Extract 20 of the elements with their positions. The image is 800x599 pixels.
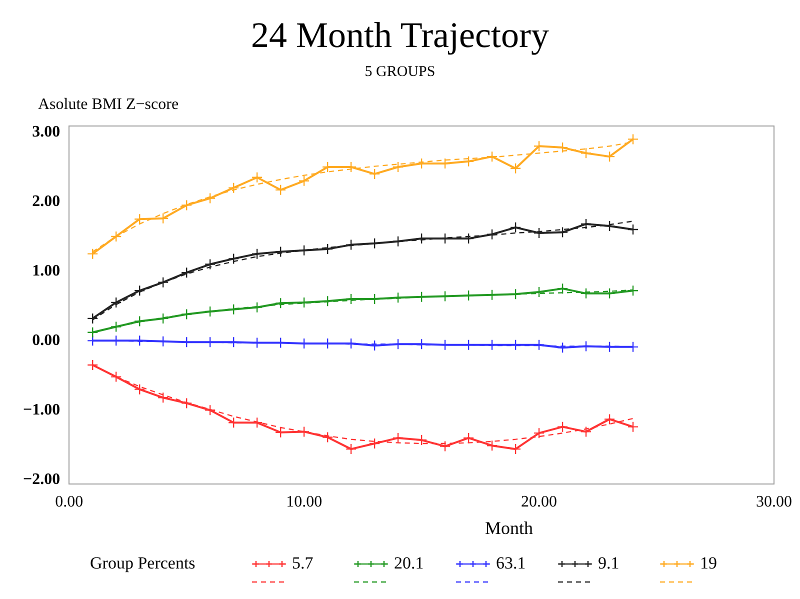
y-tick-label: 3.00 [32,123,60,140]
y-tick-label: 1.00 [32,262,60,280]
x-tick-label: 10.00 [286,494,322,511]
legend-title: Group Percents [90,553,196,572]
legend-label: 19 [700,553,717,572]
chart-subtitle: 5 GROUPS [364,64,436,81]
y-axis-title: Asolute BMI Z−score [38,96,179,114]
legend-label: 5.7 [292,553,314,572]
legend-label: 9.1 [598,553,620,572]
legend-label: 63.1 [496,553,526,572]
x-axis-title: Month [484,518,534,539]
x-tick-label: 20.00 [521,494,558,511]
legend-label: 20.1 [394,553,424,572]
chart-title: 24 Month Trajectory [250,14,550,56]
x-tick-label: 0.00 [55,494,84,511]
y-tick-label: 0.00 [32,332,60,349]
y-tick-label: 2.00 [32,192,60,210]
x-tick-label: 30.00 [756,494,792,511]
y-tick-label: −1.00 [22,401,60,418]
y-tick-label: −2.00 [22,470,60,488]
